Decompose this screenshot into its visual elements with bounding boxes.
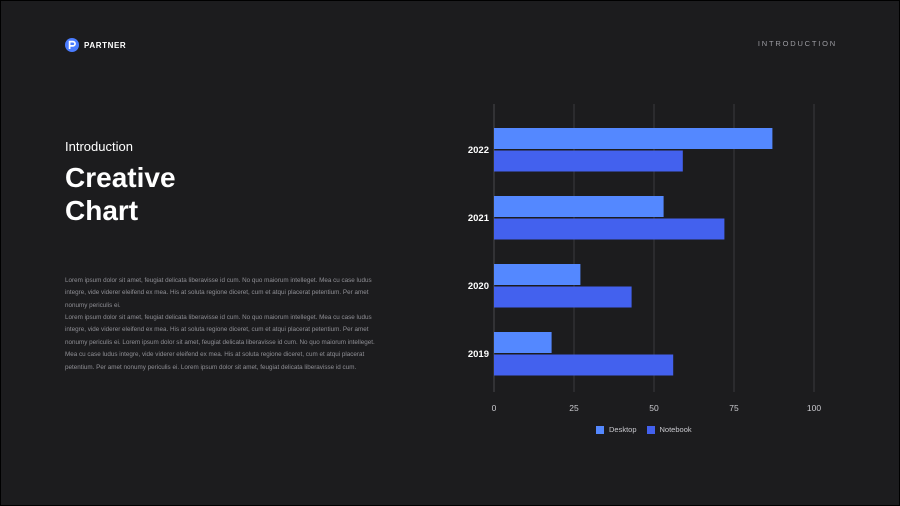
brand-logo[interactable]: PARTNER (65, 38, 126, 52)
category-label: 2022 (468, 145, 489, 156)
body-paragraph: Lorem ipsum dolor sit amet, feugiat deli… (65, 277, 372, 309)
section-nav-label[interactable]: INTRODUCTION (757, 39, 837, 48)
bar-desktop-2021[interactable] (494, 196, 664, 217)
category-label: 2019 (468, 349, 489, 360)
legend-label-desktop: Desktop (609, 425, 637, 434)
bar-notebook-2022[interactable] (494, 150, 683, 172)
legend-item-desktop[interactable]: Desktop (596, 425, 637, 434)
section-subtitle: Introduction (65, 139, 133, 154)
x-tick-label: 75 (729, 403, 739, 413)
x-tick-label: 50 (649, 403, 659, 413)
legend-label-notebook: Notebook (659, 425, 692, 434)
legend-swatch-desktop (596, 425, 604, 434)
chart-legend: Desktop Notebook (596, 425, 692, 434)
body-paragraph: Lorem ipsum dolor sit amet, feugiat deli… (65, 314, 375, 371)
bar-desktop-2022[interactable] (494, 128, 773, 149)
brand-name: PARTNER (84, 40, 127, 50)
bar-notebook-2020[interactable] (494, 286, 632, 308)
partner-logo-icon (65, 38, 79, 52)
bar-desktop-2020[interactable] (494, 264, 581, 285)
category-label: 2021 (468, 213, 490, 224)
bar-notebook-2019[interactable] (494, 354, 674, 376)
x-tick-label: 25 (569, 403, 579, 413)
x-tick-label: 100 (807, 403, 821, 413)
bar-desktop-2019[interactable] (494, 332, 552, 353)
x-tick-label: 0 (492, 403, 497, 413)
category-label: 2020 (468, 281, 489, 292)
legend-item-notebook[interactable]: Notebook (646, 425, 692, 434)
bar-notebook-2021[interactable] (494, 218, 725, 240)
legend-swatch-notebook (646, 425, 655, 434)
page-title: Creative Chart (65, 162, 176, 226)
